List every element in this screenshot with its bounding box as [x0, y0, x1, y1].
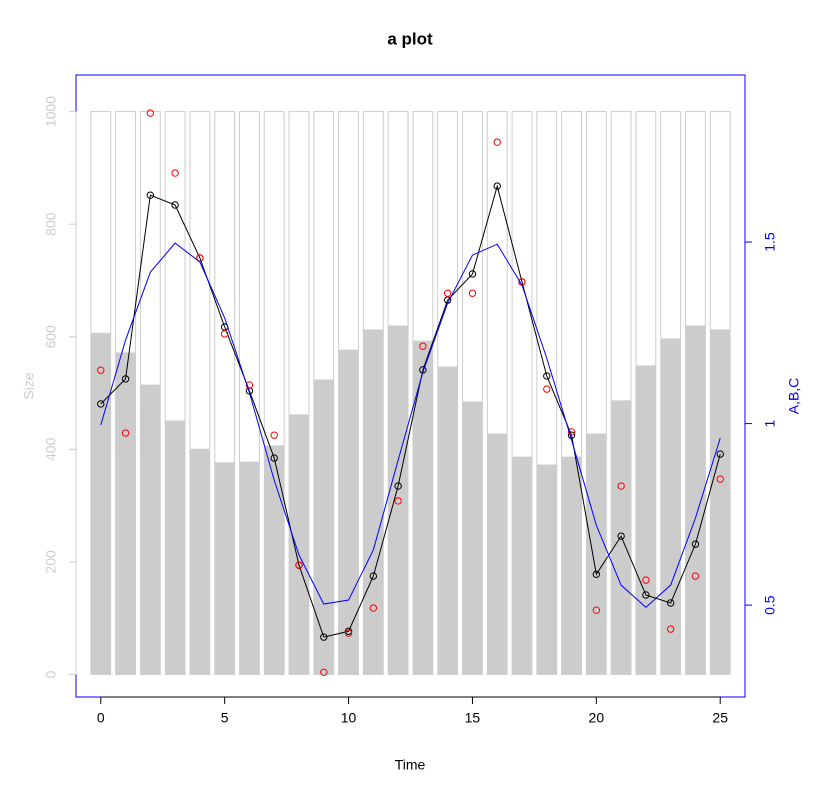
bar [338, 349, 359, 675]
bar [313, 379, 334, 675]
bar [586, 433, 607, 675]
bar [512, 456, 532, 675]
bar [635, 365, 656, 675]
bar [239, 461, 260, 675]
point [320, 668, 328, 677]
point [146, 109, 155, 117]
point [691, 540, 700, 548]
point [295, 561, 303, 569]
x-axis-label: Time [395, 757, 426, 773]
point [666, 599, 675, 607]
y-tick-label: 400 [43, 437, 59, 461]
bar [90, 332, 111, 675]
line [100, 184, 721, 638]
point [97, 366, 105, 374]
x-tick-label: 0 [97, 710, 105, 726]
point [642, 591, 650, 599]
line [100, 242, 721, 608]
point [344, 629, 353, 637]
point [468, 289, 477, 297]
x-tick-label: 25 [712, 710, 728, 726]
point [171, 169, 179, 177]
point [121, 375, 130, 383]
x-tick-label: 10 [341, 710, 357, 726]
point [171, 201, 179, 209]
point [543, 372, 551, 380]
bar [561, 456, 582, 675]
bar [115, 352, 136, 675]
bar [685, 325, 706, 675]
point [419, 342, 427, 350]
bar [388, 325, 409, 675]
bar [363, 329, 384, 675]
point [220, 330, 229, 338]
bar [437, 366, 458, 675]
bar [189, 448, 210, 675]
bar [289, 414, 309, 675]
point [493, 182, 501, 190]
point [121, 429, 130, 437]
y-tick-label: 600 [43, 325, 59, 349]
y-tick-label: 200 [43, 550, 59, 574]
y-tick-label: 1000 [43, 96, 59, 127]
chart-title: a plot [387, 29, 433, 48]
y-tick-label: 0 [43, 670, 59, 678]
point [592, 570, 601, 578]
bar [264, 445, 285, 675]
bar [140, 384, 161, 675]
bar [165, 420, 186, 675]
point [369, 572, 378, 580]
point [394, 482, 402, 490]
x-tick-label: 15 [465, 710, 481, 726]
point [493, 138, 501, 146]
y2-axis-label: A,B,C [786, 378, 802, 415]
bar [412, 340, 433, 675]
point [642, 576, 650, 584]
bar [214, 462, 235, 675]
y-tick-label: 800 [43, 212, 59, 236]
point [443, 289, 452, 297]
bar [487, 433, 508, 675]
point [196, 254, 204, 262]
point [146, 191, 155, 199]
point [567, 428, 576, 436]
bar [536, 464, 557, 675]
y-axis-label: Size [21, 372, 37, 399]
bar [710, 329, 731, 675]
point [617, 532, 625, 540]
y2-tick-label: 0.5 [762, 595, 778, 615]
point [245, 381, 254, 389]
x-tick-label: 5 [221, 710, 229, 726]
point [270, 431, 278, 439]
point [543, 385, 551, 393]
point [320, 633, 328, 641]
point [369, 604, 378, 612]
point [394, 497, 402, 505]
y2-tick-label: 1.5 [762, 232, 778, 252]
point [270, 454, 278, 462]
point [468, 270, 477, 278]
point [716, 475, 724, 483]
y2-tick-label: 1 [762, 419, 778, 427]
point [666, 625, 675, 633]
bar [462, 401, 483, 675]
bar [660, 338, 681, 675]
point [617, 482, 625, 490]
point [691, 572, 700, 580]
point [716, 450, 724, 458]
x-tick-label: 20 [589, 710, 605, 726]
point [592, 606, 601, 614]
point [97, 400, 105, 408]
